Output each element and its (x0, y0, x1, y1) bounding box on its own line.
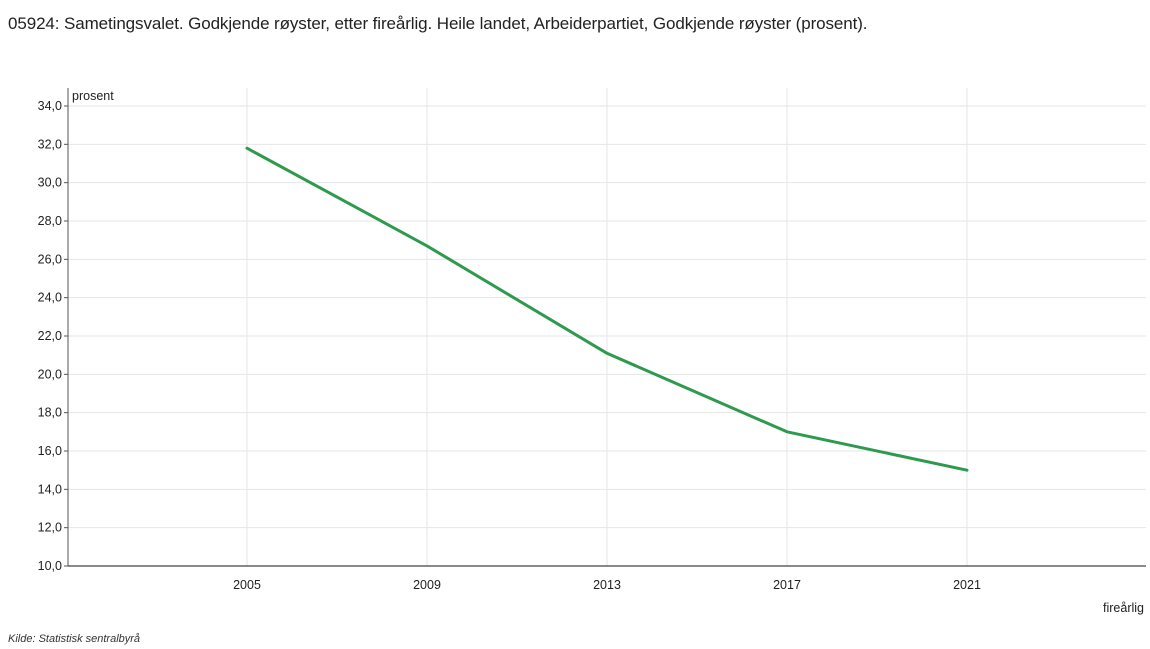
y-tick-label: 30,0 (38, 176, 62, 190)
y-tick-label: 16,0 (38, 444, 62, 458)
x-axis-label: fireårlig (1103, 601, 1144, 615)
y-tick-label: 10,0 (38, 559, 62, 573)
y-axis-label: prosent (72, 89, 114, 103)
x-tick-label: 2017 (773, 578, 801, 592)
x-tick-label: 2021 (953, 578, 981, 592)
y-tick-label: 14,0 (38, 482, 62, 496)
series-layer (245, 146, 969, 472)
y-tick-label: 24,0 (38, 291, 62, 305)
series-line (245, 146, 969, 472)
line-chart: 10,0 12,0 14,0 16,0 18,0 20,0 22,0 24,0 26,0 28,0… (38, 88, 1146, 615)
y-tick-label: 18,0 (38, 406, 62, 420)
y-tick-label: 20,0 (38, 367, 62, 381)
y-tick-label: 12,0 (38, 521, 62, 535)
x-tick-label: 2009 (413, 578, 441, 592)
chart-title: 05924: Sametingsvalet. Godkjende røyster… (8, 14, 868, 33)
gridlines (68, 88, 1146, 566)
tick-labels: 10,0 12,0 14,0 16,0 18,0 20,0 22,0 24,0 26,0 28,0… (38, 89, 1144, 615)
y-tick-label: 34,0 (38, 99, 62, 113)
axes (64, 88, 1146, 567)
y-tick-label: 22,0 (38, 329, 62, 343)
y-tick-label: 26,0 (38, 252, 62, 266)
x-tick-label: 2005 (233, 578, 261, 592)
y-tick-label: 28,0 (38, 214, 62, 228)
x-tick-label: 2013 (593, 578, 621, 592)
source-note: Kilde: Statistisk sentralbyrå (8, 633, 141, 645)
y-tick-label: 32,0 (38, 137, 62, 151)
